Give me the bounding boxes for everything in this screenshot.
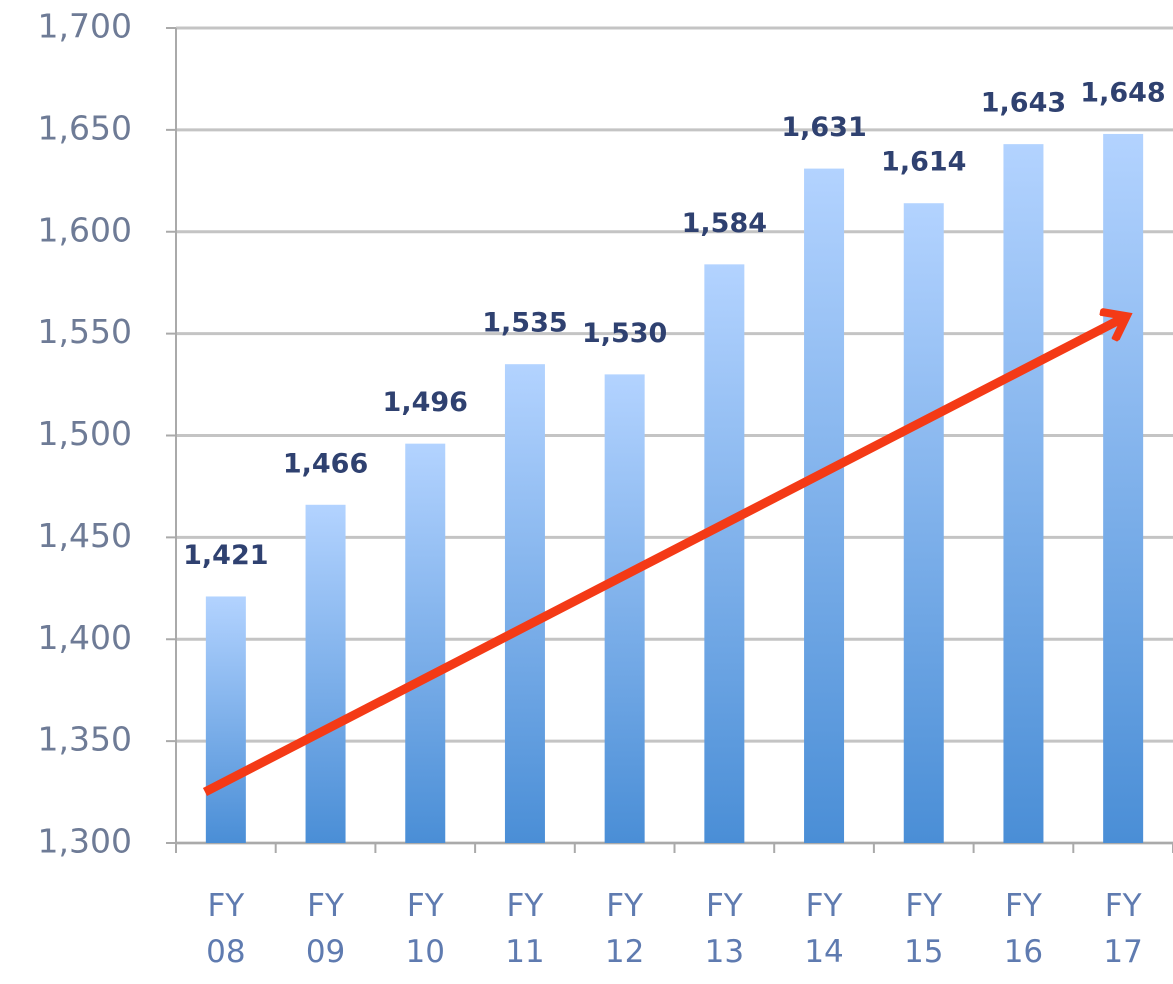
trend-arrow — [202, 317, 1125, 796]
value-label: 1,614 — [881, 147, 966, 178]
bar — [205, 596, 246, 843]
x-tick-label: FY 16 — [1003, 888, 1044, 970]
bar — [1103, 133, 1144, 843]
y-tick-label: 1,550 — [38, 312, 132, 351]
value-label: 1,584 — [682, 208, 767, 239]
y-tick-label: 1,450 — [38, 516, 132, 555]
value-label: 1,631 — [781, 112, 866, 143]
value-label: 1,643 — [981, 88, 1066, 119]
x-tick-label: FY 13 — [704, 888, 745, 970]
bar — [804, 168, 845, 843]
bar — [405, 443, 446, 843]
value-label: 1,466 — [283, 448, 368, 479]
x-tick-label: FY 14 — [804, 888, 844, 970]
value-label: 1,421 — [183, 540, 268, 571]
x-tick-label: FY 10 — [405, 888, 445, 970]
x-tick-label: FY 15 — [904, 888, 944, 970]
y-tick-label: 1,600 — [38, 210, 132, 249]
x-tick-label: FY 09 — [305, 888, 346, 970]
y-tick-label: 1,350 — [38, 720, 132, 759]
x-tick-label: FY 17 — [1103, 888, 1143, 970]
y-tick-label: 1,500 — [38, 414, 132, 453]
value-label: 1,648 — [1080, 77, 1165, 108]
x-tick-label: FY 11 — [505, 888, 545, 970]
y-tick-label: 1,650 — [38, 108, 132, 147]
y-tick-label: 1,400 — [38, 618, 132, 657]
bar — [704, 264, 745, 844]
value-label: 1,530 — [582, 318, 667, 349]
labels: 1,300 1,350 1,400 1,450 1,500 1,550 1,600 1,650… — [38, 7, 1166, 861]
y-tick-label: 1,300 — [38, 822, 132, 861]
bar — [504, 364, 545, 843]
bars — [205, 133, 1144, 844]
bar — [604, 374, 645, 843]
bar — [305, 504, 346, 843]
value-label: 1,496 — [383, 387, 468, 418]
x-tick-label: FY 08 — [206, 888, 246, 970]
value-label: 1,535 — [482, 308, 567, 339]
x-tick-label: FY 12 — [604, 888, 645, 970]
bar — [1003, 144, 1044, 843]
bar — [903, 203, 944, 844]
y-tick-label: 1,700 — [38, 7, 132, 46]
